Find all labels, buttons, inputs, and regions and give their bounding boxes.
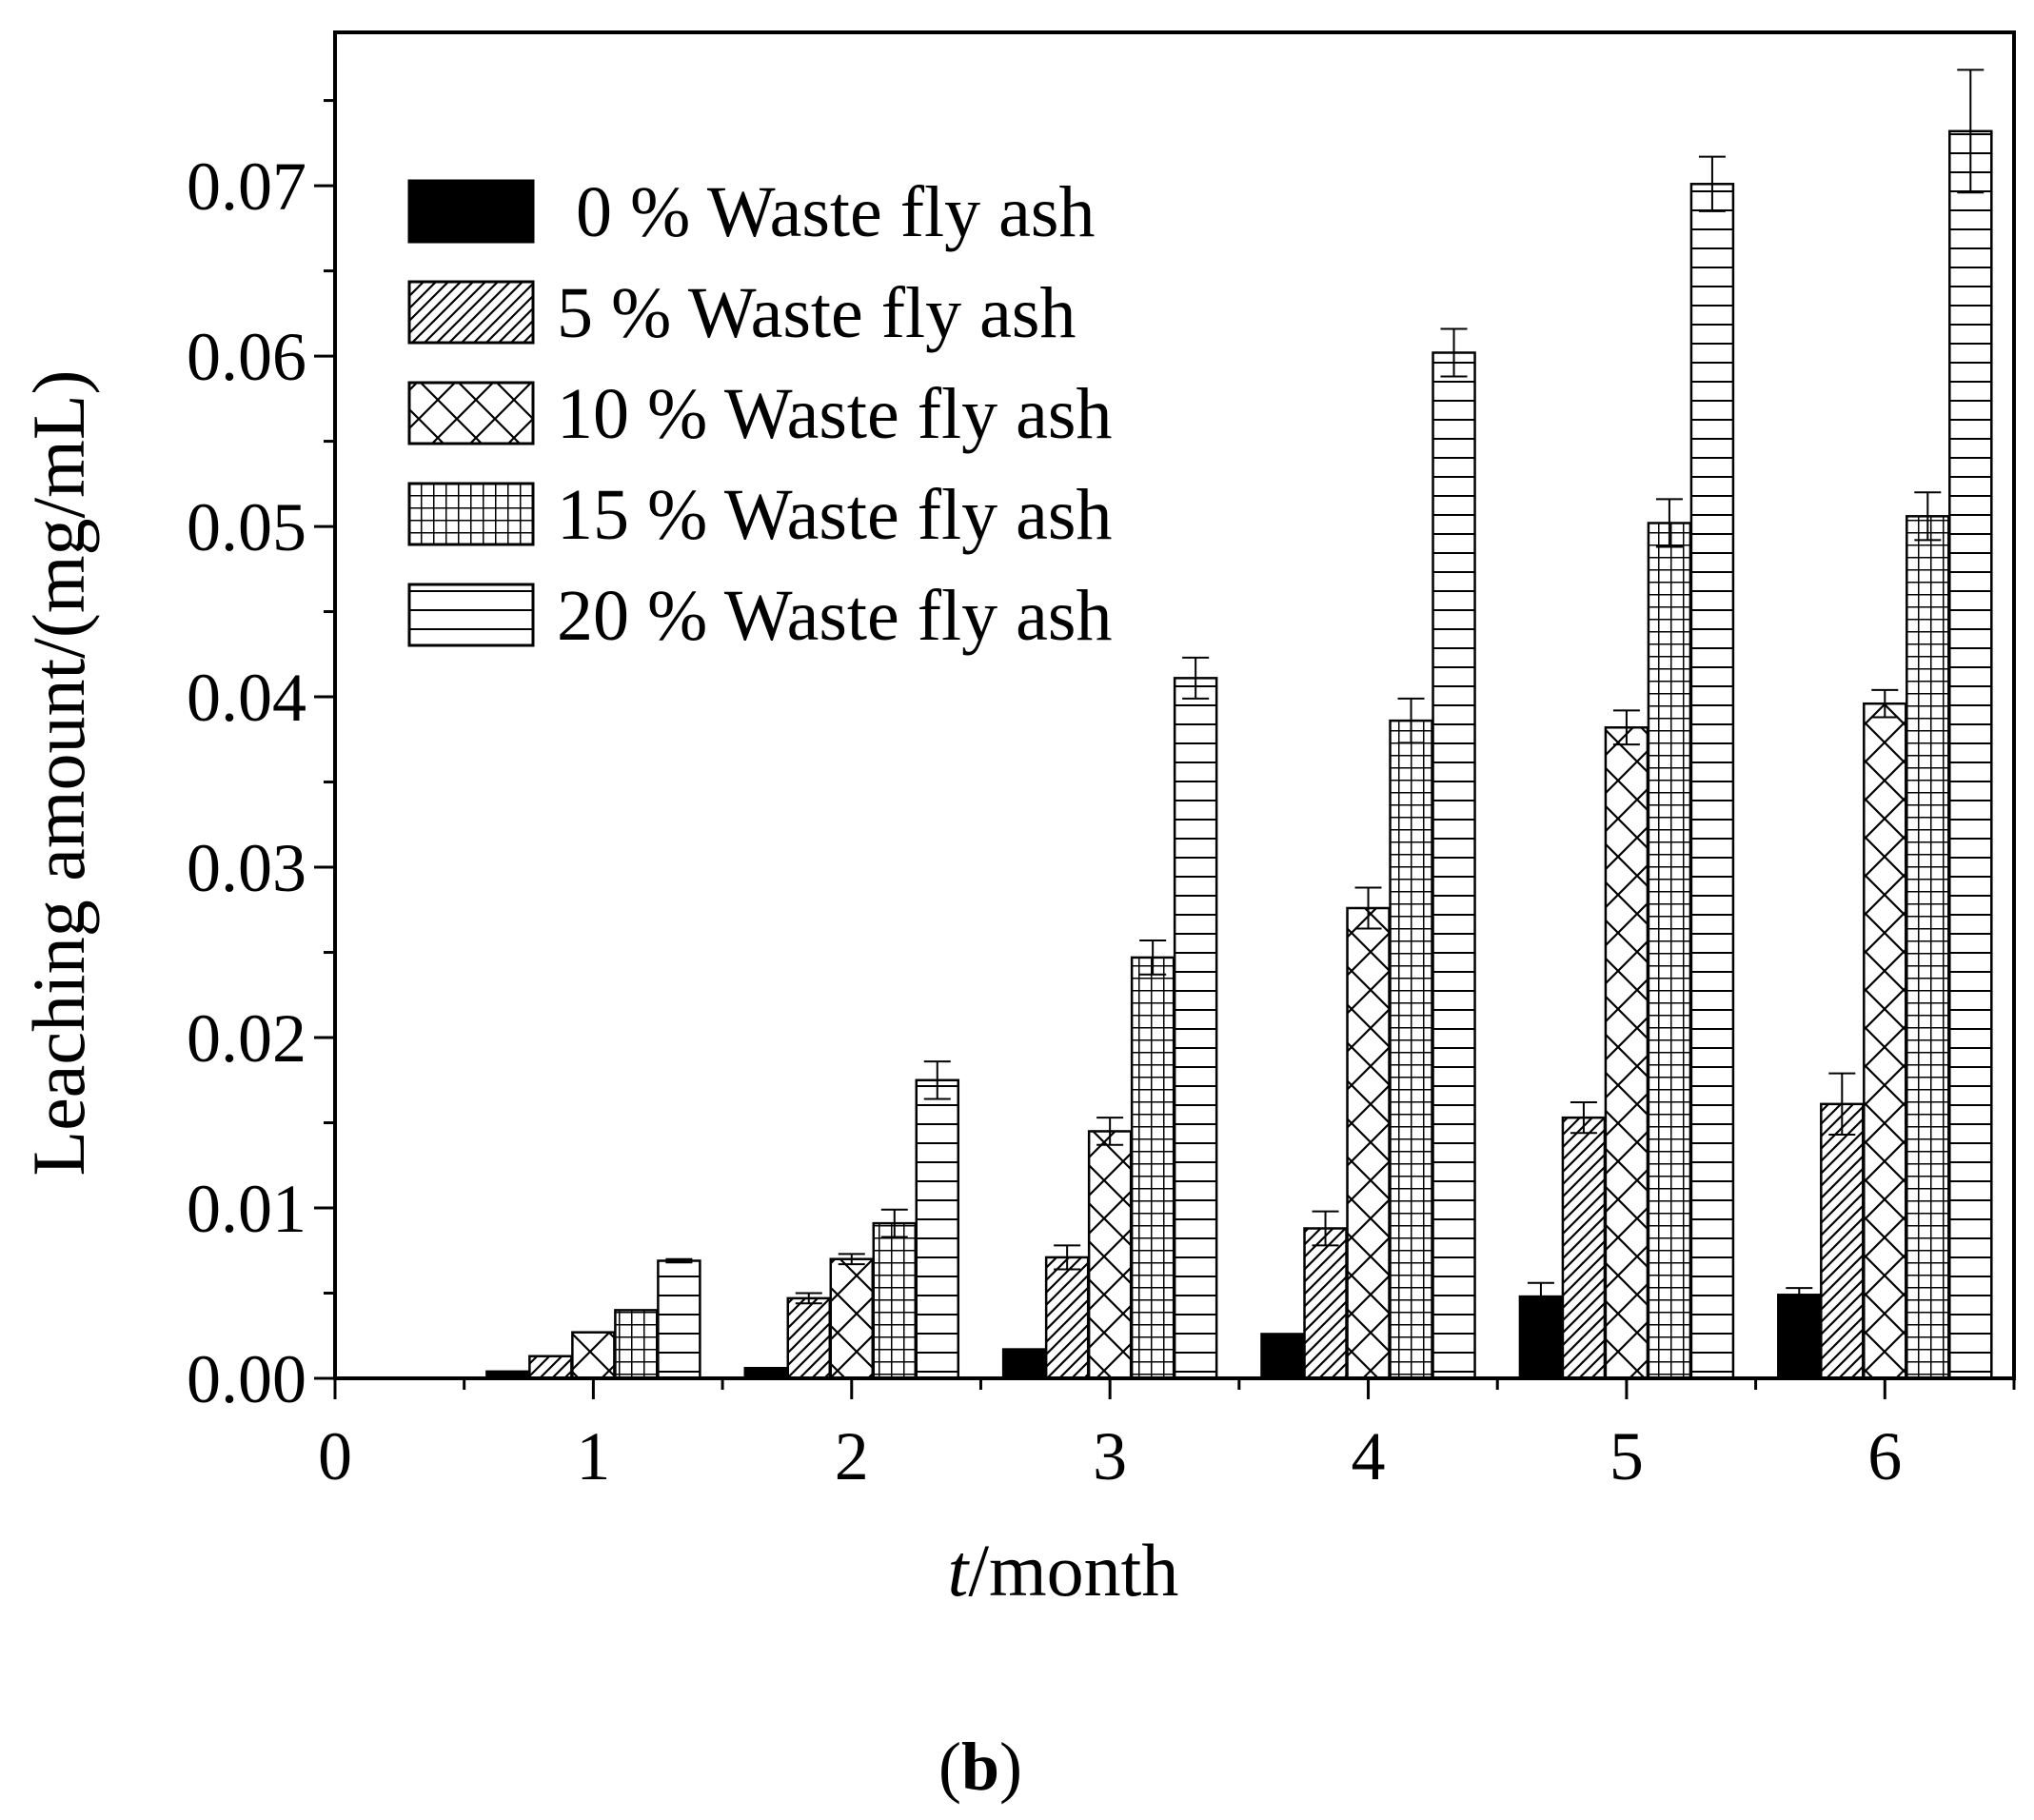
bar-20pct-month-4 (1432, 351, 1476, 1380)
legend-item-5pct: 5 % Waste fly ash (407, 273, 1076, 353)
bar-20pct-month-1 (657, 1259, 701, 1380)
x-axis: 0 1 2 3 4 5 6 (318, 1378, 2016, 1494)
legend-label: 20 % Waste fly ash (557, 576, 1112, 656)
bar-5pct-month-1 (528, 1355, 573, 1380)
bar-20pct-month-6 (1948, 129, 1993, 1380)
y-tick-label-0.00: 0.00 (187, 1341, 306, 1417)
bar-15pct-month-4 (1389, 719, 1433, 1380)
x-tick-label-2: 2 (835, 1418, 869, 1494)
panel-label-close: ) (999, 1729, 1022, 1805)
legend-swatch (407, 280, 535, 345)
bar-10pct-month-2 (829, 1257, 875, 1380)
bar-10pct-month-3 (1087, 1130, 1133, 1380)
error-bar-20pct-month-4 (1440, 327, 1468, 378)
error-bar-5pct-month-3 (1054, 1244, 1081, 1271)
error-bars-layer (665, 69, 1985, 1312)
legend-item-15pct: 15 % Waste fly ash (407, 475, 1112, 555)
legend-label: 15 % Waste fly ash (557, 475, 1112, 555)
y-tick-label-0.07: 0.07 (187, 148, 306, 225)
error-bar-0pct-month-6 (1786, 1287, 1813, 1303)
legend: 0 % Waste fly ash 5 % Waste fly ash 10 % W… (407, 172, 1112, 656)
bar-5pct-month-5 (1561, 1116, 1607, 1380)
error-bar-10pct-month-6 (1871, 688, 1899, 719)
error-bar-10pct-month-4 (1354, 886, 1382, 930)
error-bar-5pct-month-5 (1570, 1101, 1597, 1135)
bar-15pct-month-5 (1647, 522, 1692, 1380)
bar-20pct-month-5 (1689, 183, 1735, 1380)
bar-20pct-month-3 (1173, 677, 1218, 1380)
error-bar-10pct-month-3 (1096, 1117, 1124, 1146)
panel-label-open: ( (938, 1729, 961, 1805)
x-tick-label-3: 3 (1093, 1418, 1127, 1494)
legend-item-10pct: 10 % Waste fly ash (407, 374, 1112, 454)
error-bar-5pct-month-2 (795, 1292, 822, 1305)
legend-item-20pct: 20 % Waste fly ash (407, 576, 1112, 656)
error-bar-15pct-month-6 (1914, 491, 1942, 542)
x-tick-label-0: 0 (318, 1418, 352, 1494)
y-tick-label-0.04: 0.04 (187, 660, 306, 736)
error-bar-20pct-month-5 (1698, 155, 1726, 212)
bar-15pct-month-1 (614, 1309, 659, 1380)
bar-10pct-month-5 (1604, 726, 1649, 1380)
panel-label-letter: b (961, 1729, 999, 1805)
y-axis: 0.00 0.01 0.02 0.03 0.04 0.05 0.06 0.07 (187, 99, 335, 1417)
error-bar-15pct-month-3 (1139, 940, 1167, 976)
x-tick-label-4: 4 (1352, 1418, 1386, 1494)
legend-label: 5 % Waste fly ash (557, 273, 1076, 353)
legend-label: 10 % Waste fly ash (557, 374, 1112, 454)
plot-frame (333, 30, 2016, 1380)
error-bar-15pct-month-5 (1655, 498, 1683, 548)
x-tick-label-1: 1 (576, 1418, 610, 1494)
y-tick-label-0.06: 0.06 (187, 319, 306, 395)
bar-5pct-month-6 (1820, 1102, 1865, 1380)
bar-5pct-month-4 (1303, 1227, 1348, 1380)
error-bar-20pct-month-2 (923, 1060, 951, 1100)
legend-swatch (407, 482, 535, 546)
bar-15pct-month-3 (1130, 956, 1175, 1380)
error-bar-20pct-month-1 (665, 1257, 693, 1264)
legend-swatch (407, 179, 535, 244)
x-axis-title-variable: t (948, 1529, 971, 1612)
x-axis-title-unit: /month (968, 1529, 1178, 1612)
error-bar-20pct-month-6 (1957, 69, 1985, 194)
error-bar-15pct-month-2 (880, 1208, 908, 1238)
bar-0pct-month-4 (1260, 1333, 1305, 1380)
legend-item-0pct: 0 % Waste fly ash (407, 172, 1095, 252)
error-bar-10pct-month-5 (1612, 709, 1640, 746)
bar-0pct-month-6 (1777, 1294, 1822, 1380)
y-tick-label-0.03: 0.03 (187, 830, 306, 906)
bar-15pct-month-2 (872, 1221, 918, 1380)
bar-0pct-month-3 (1001, 1348, 1047, 1380)
error-bar-15pct-month-4 (1397, 697, 1425, 744)
y-tick-label-0.05: 0.05 (187, 489, 306, 565)
y-axis-title: Leaching amount/(mg/mL) (17, 370, 100, 1177)
bar-15pct-month-6 (1906, 515, 1950, 1380)
legend-swatch (407, 583, 535, 647)
x-axis-title: t/month (948, 1529, 1179, 1612)
panel-label: (b) (938, 1729, 1022, 1805)
y-tick-label-0.02: 0.02 (187, 1000, 306, 1077)
x-tick-label-6: 6 (1867, 1418, 1902, 1494)
bar-10pct-month-1 (571, 1331, 616, 1380)
y-tick-label-0.01: 0.01 (187, 1171, 306, 1247)
bar-20pct-month-2 (915, 1078, 960, 1380)
bar-5pct-month-2 (786, 1296, 832, 1380)
legend-swatch (407, 381, 535, 445)
error-bar-0pct-month-5 (1527, 1281, 1554, 1312)
bar-5pct-month-3 (1044, 1256, 1090, 1380)
error-bar-10pct-month-2 (838, 1253, 865, 1266)
bar-10pct-month-6 (1863, 702, 1907, 1380)
legend-label: 0 % Waste fly ash (576, 172, 1095, 252)
x-tick-label-5: 5 (1609, 1418, 1644, 1494)
bar-10pct-month-4 (1346, 906, 1391, 1380)
error-bar-5pct-month-6 (1828, 1072, 1856, 1137)
error-bar-5pct-month-4 (1312, 1210, 1339, 1247)
error-bar-20pct-month-3 (1182, 656, 1210, 700)
